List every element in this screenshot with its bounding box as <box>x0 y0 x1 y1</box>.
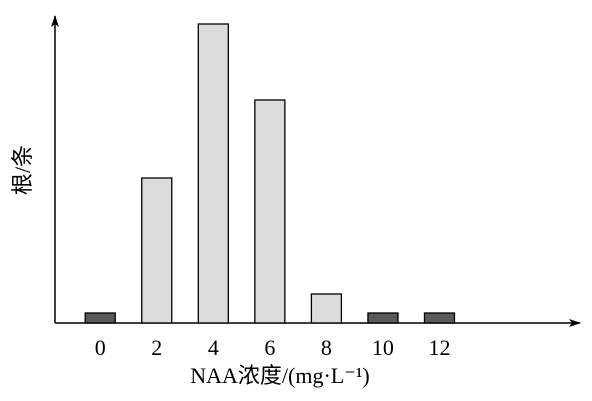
x-axis-label: NAA浓度/(mg·L⁻¹) <box>190 363 370 388</box>
bar <box>367 312 399 324</box>
bar <box>141 177 173 324</box>
bar <box>84 312 116 324</box>
x-tick-label: 10 <box>372 335 394 360</box>
bar <box>197 23 229 324</box>
x-tick-label: 4 <box>208 335 219 360</box>
x-tick-label: 12 <box>428 335 450 360</box>
bar <box>310 293 343 324</box>
x-tick-label: 2 <box>151 335 162 360</box>
x-tick-label: 6 <box>264 335 275 360</box>
x-tick-label: 8 <box>321 335 332 360</box>
bar <box>254 99 286 324</box>
bar <box>423 312 456 324</box>
x-tick-label: 0 <box>95 335 106 360</box>
y-axis-label: 根/条 <box>10 145 35 195</box>
